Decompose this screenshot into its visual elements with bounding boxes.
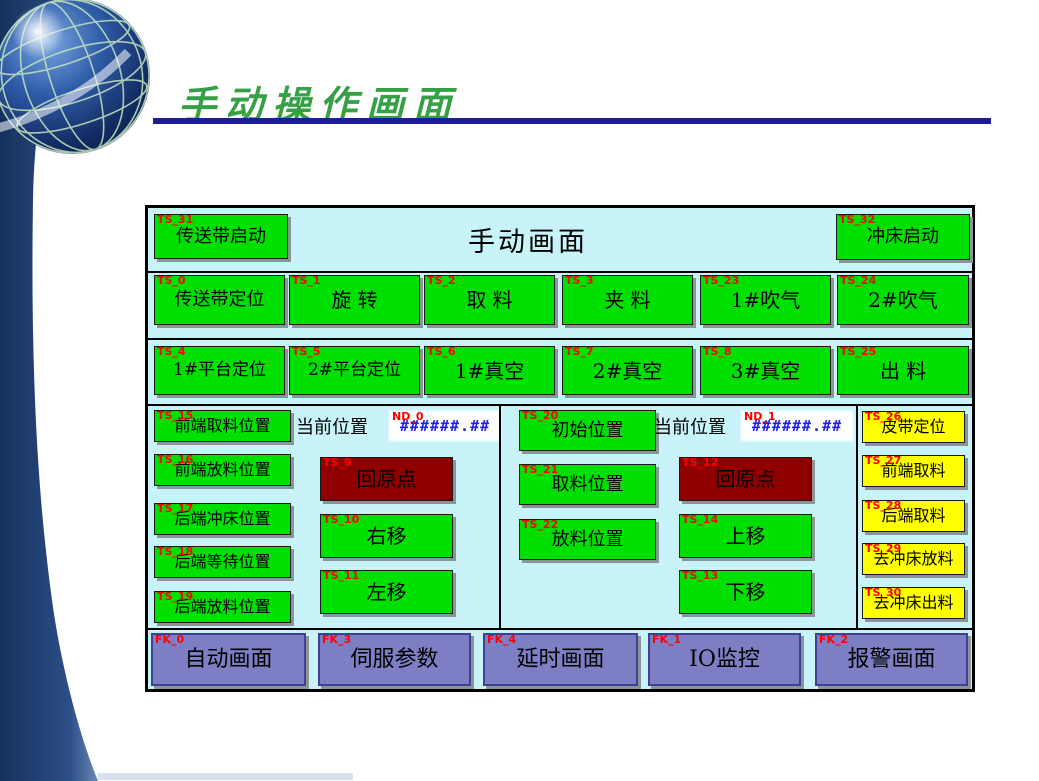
current-position-label: 当前位置 (296, 417, 368, 438)
alarm-screen-button[interactable]: FK_2 报警画面 (815, 633, 968, 686)
conveyor-start-button[interactable]: TS_31 传送带启动 (154, 213, 288, 259)
pick-button[interactable]: TS_2 取 料 (424, 274, 555, 325)
tag-label: TS_13 (682, 569, 719, 582)
tag-label: FK_2 (819, 633, 849, 646)
clamp-button[interactable]: TS_3 夹 料 (562, 274, 693, 325)
move-right-button[interactable]: TS_10 右移 (320, 513, 453, 558)
tag-label: TS_31 (157, 213, 194, 226)
pick-position-button[interactable]: TS_21 取料位置 (519, 463, 656, 505)
tag-label: TS_29 (865, 542, 902, 555)
tag-label: TS_22 (522, 518, 559, 531)
tag-label: TS_19 (157, 590, 194, 603)
blow2-button[interactable]: TS_24 2#吹气 (837, 274, 969, 325)
tag-label: TS_23 (703, 274, 740, 287)
rear-place-position-button[interactable]: TS_19 后端放料位置 (154, 590, 291, 623)
divider (856, 404, 858, 628)
vacuum3-button[interactable]: TS_8 3#真空 (700, 345, 831, 395)
current-position-label: 当前位置 (654, 417, 726, 438)
tag-label: TS_0 (157, 274, 186, 287)
divider (148, 338, 972, 340)
place-position-button[interactable]: TS_22 放料位置 (519, 518, 656, 560)
move-up-button[interactable]: TS_14 上移 (679, 513, 812, 558)
tag-label: FK_0 (155, 633, 185, 646)
hmi-panel: TS_31 传送带启动 手动画面 TS_32 冲床启动 TS_0 传送带定位 T… (145, 205, 975, 692)
title-underline (153, 118, 991, 124)
tag-label: TS_27 (865, 454, 902, 467)
tag-label: ND_1 (744, 410, 776, 423)
tag-label: TS_17 (157, 502, 194, 515)
axis1-home-button[interactable]: TS_9 回原点 (320, 456, 453, 501)
rear-pick-action-button[interactable]: TS_28 后端取料 (862, 499, 965, 532)
tag-label: ND_0 (392, 410, 424, 423)
tag-label: TS_15 (157, 409, 194, 422)
tag-label: FK_4 (487, 633, 517, 646)
axis1-position-display: ND_0 ######.## (388, 410, 502, 442)
tag-label: TS_4 (157, 345, 186, 358)
tag-label: TS_14 (682, 513, 719, 526)
initial-position-button[interactable]: TS_20 初始位置 (519, 409, 656, 451)
punch-start-button[interactable]: TS_32 冲床启动 (836, 213, 970, 260)
axis2-position-display: ND_1 ######.## (740, 410, 854, 442)
auto-screen-button[interactable]: FK_0 自动画面 (151, 633, 306, 686)
belt-position-button[interactable]: TS_26 皮带定位 (862, 410, 965, 443)
rear-wait-position-button[interactable]: TS_18 后端等待位置 (154, 545, 291, 578)
tag-label: FK_3 (322, 633, 352, 646)
tag-label: TS_16 (157, 453, 194, 466)
tag-label: TS_6 (427, 345, 456, 358)
rear-punch-position-button[interactable]: TS_17 后端冲床位置 (154, 502, 291, 535)
tag-label: TS_25 (840, 345, 877, 358)
front-pick-action-button[interactable]: TS_27 前端取料 (862, 454, 965, 487)
servo-params-button[interactable]: FK_3 伺服参数 (318, 633, 471, 686)
tag-label: TS_1 (292, 274, 321, 287)
platform2-position-button[interactable]: TS_5 2#平台定位 (289, 345, 420, 395)
axis2-home-button[interactable]: TS_12 回原点 (679, 456, 812, 501)
tag-label: TS_8 (703, 345, 732, 358)
divider (499, 404, 501, 628)
tag-label: TS_3 (565, 274, 594, 287)
tag-label: TS_26 (865, 410, 902, 423)
tag-label: FK_1 (652, 633, 682, 646)
delay-screen-button[interactable]: FK_4 延时画面 (483, 633, 638, 686)
tag-label: TS_10 (323, 513, 360, 526)
panel-title: 手动画面 (468, 227, 588, 258)
tag-label: TS_11 (323, 569, 360, 582)
tag-label: TS_28 (865, 499, 902, 512)
tag-label: TS_18 (157, 545, 194, 558)
divider (148, 628, 972, 630)
vacuum2-button[interactable]: TS_7 2#真空 (562, 345, 693, 395)
front-place-position-button[interactable]: TS_16 前端放料位置 (154, 453, 291, 486)
tag-label: TS_9 (323, 456, 352, 469)
tag-label: TS_30 (865, 586, 902, 599)
to-punch-place-button[interactable]: TS_29 去冲床放料 (862, 542, 965, 575)
divider (148, 404, 972, 406)
tag-label: TS_20 (522, 409, 559, 422)
platform1-position-button[interactable]: TS_4 1#平台定位 (154, 345, 285, 395)
move-down-button[interactable]: TS_13 下移 (679, 569, 812, 614)
tag-label: TS_7 (565, 345, 594, 358)
io-monitor-button[interactable]: FK_1 IO监控 (648, 633, 801, 686)
front-pick-position-button[interactable]: TS_15 前端取料位置 (154, 409, 291, 442)
to-punch-out-button[interactable]: TS_30 去冲床出料 (862, 586, 965, 619)
move-left-button[interactable]: TS_11 左移 (320, 569, 453, 614)
rotate-button[interactable]: TS_1 旋 转 (289, 274, 420, 325)
conveyor-position-button[interactable]: TS_0 传送带定位 (154, 274, 285, 325)
divider (148, 271, 972, 273)
vacuum1-button[interactable]: TS_6 1#真空 (424, 345, 555, 395)
globe-logo (0, 0, 150, 154)
tag-label: TS_5 (292, 345, 321, 358)
tag-label: TS_24 (840, 274, 877, 287)
tag-label: TS_2 (427, 274, 456, 287)
tag-label: TS_12 (682, 456, 719, 469)
tag-label: TS_32 (839, 213, 876, 226)
tag-label: TS_21 (522, 463, 559, 476)
blow1-button[interactable]: TS_23 1#吹气 (700, 274, 831, 325)
discharge-button[interactable]: TS_25 出 料 (837, 345, 969, 395)
